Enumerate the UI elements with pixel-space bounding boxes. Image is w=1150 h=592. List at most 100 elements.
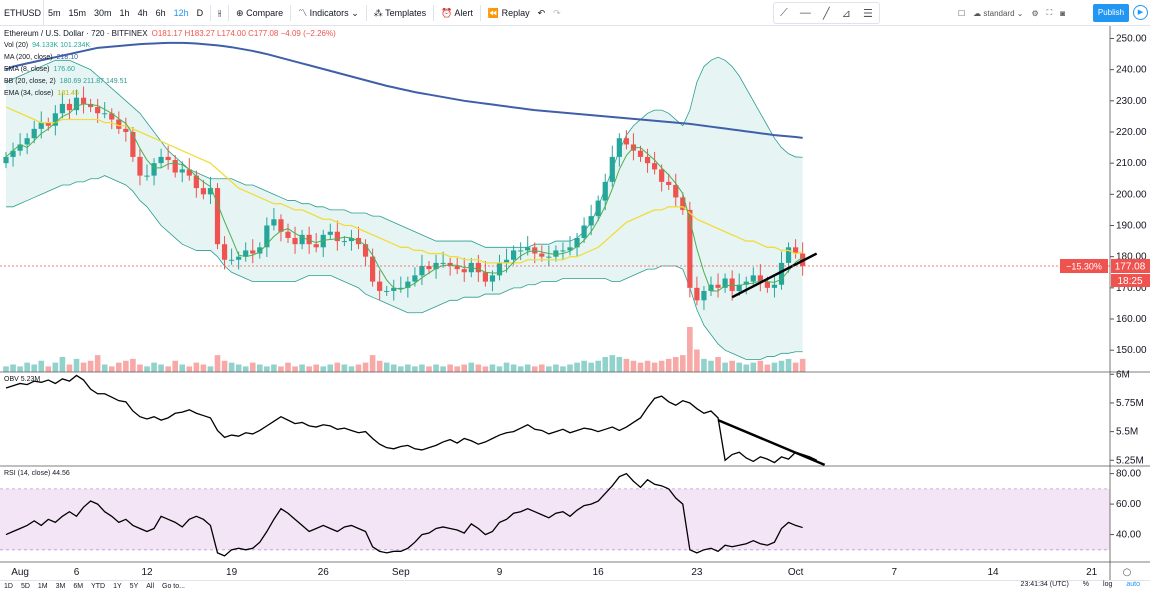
rewind-icon: ⏪	[487, 7, 500, 18]
bottom-right-controls: 23:41:34 (UTC) % log auto	[1017, 581, 1144, 588]
percent-toggle[interactable]: %	[1082, 581, 1090, 588]
range-6m[interactable]: 6M	[73, 583, 84, 590]
volume-bar	[299, 364, 305, 372]
volume-bar	[144, 366, 150, 372]
candle-body	[24, 138, 30, 145]
bar-style-icon[interactable]: ⫲	[218, 7, 222, 18]
compare-button[interactable]: ⊕ Compare	[232, 0, 287, 26]
divider	[433, 4, 435, 21]
volume-bar	[447, 364, 453, 372]
candle	[771, 276, 778, 298]
interval-5m[interactable]: 5m	[48, 7, 61, 18]
trend-line-icon[interactable]: ╱	[822, 7, 830, 20]
auto-toggle[interactable]: auto	[1126, 581, 1140, 588]
candle	[130, 126, 136, 162]
volume-bar	[757, 360, 764, 372]
candle-body	[320, 234, 326, 248]
candle	[10, 142, 16, 167]
range-1m[interactable]: 1M	[37, 583, 48, 590]
fullscreen-icon[interactable]: ⛶	[1046, 8, 1053, 17]
chart-canvas[interactable]: 150.00 160.00 170.00 180.00 190.00 200.00 210.…	[0, 26, 1150, 580]
candle-body	[419, 266, 425, 276]
horizontal-line-icon[interactable]: —	[799, 7, 811, 19]
candle-body	[722, 278, 728, 288]
interval-30m[interactable]: 30m	[94, 7, 112, 18]
interval-12h[interactable]: 12h	[173, 7, 189, 18]
volume-bar	[517, 366, 524, 372]
volume-bar	[722, 362, 728, 372]
chevron-down-icon: ⌄	[351, 7, 359, 18]
volume-bar	[560, 366, 566, 372]
candle	[588, 204, 594, 236]
log-toggle[interactable]: log	[1103, 581, 1113, 588]
trend-angle-icon[interactable]: ⟋	[780, 6, 788, 19]
interval-15m[interactable]: 15m	[68, 7, 87, 18]
candle-body	[750, 275, 756, 282]
vol-label[interactable]: Vol (20)	[4, 42, 29, 49]
checkbox-icon[interactable]: ☐	[958, 8, 966, 18]
volume-bar	[503, 362, 510, 372]
candle	[384, 285, 390, 296]
candle-body	[137, 156, 143, 176]
candle	[123, 117, 129, 142]
volume-bar	[637, 362, 644, 372]
interval-d[interactable]: D	[196, 7, 204, 18]
path-icon[interactable]: ⊿	[841, 7, 851, 20]
play-icon[interactable]: ▶	[1133, 5, 1148, 20]
candle-body	[334, 231, 340, 242]
range-1y[interactable]: 1Y	[113, 583, 122, 590]
candle	[271, 208, 277, 231]
goto-button[interactable]: Go to...	[162, 583, 185, 590]
alert-button[interactable]: ⏰ Alert	[437, 0, 477, 26]
camera-icon[interactable]: ◙	[1060, 8, 1066, 18]
range-1d[interactable]: 1D	[4, 583, 13, 590]
candle	[137, 148, 143, 186]
candle	[151, 158, 157, 186]
candle	[659, 164, 665, 192]
volume-bar	[390, 364, 397, 372]
gear-icon[interactable]: ⚙	[1031, 8, 1039, 18]
replay-button[interactable]: ⏪ Replay	[484, 0, 534, 26]
range-5y[interactable]: 5Y	[129, 583, 139, 590]
rsi-axis-tick-label: 80.00	[1116, 469, 1141, 480]
candle-body	[666, 181, 672, 185]
range-3m[interactable]: 3M	[55, 583, 66, 590]
candle-body	[193, 175, 199, 189]
interval-6h[interactable]: 6h	[155, 7, 166, 18]
redo-icon[interactable]: ↷	[553, 7, 561, 18]
candle-body	[52, 113, 58, 126]
x-axis-label: 23	[691, 567, 703, 578]
ma-label[interactable]: MA (200, close)	[4, 54, 53, 61]
ema34-label[interactable]: EMA (34, close)	[4, 90, 54, 97]
range-all[interactable]: All	[146, 583, 155, 590]
volume-bar	[271, 364, 277, 372]
interval-1h[interactable]: 1h	[119, 7, 130, 18]
x-axis-label: 26	[318, 567, 330, 578]
undo-icon[interactable]: ↶	[537, 7, 546, 18]
volume-bar	[715, 357, 721, 372]
templates-button[interactable]: ⁂ Templates	[370, 0, 430, 26]
candle-body	[511, 250, 517, 260]
range-5d[interactable]: 5D	[20, 583, 30, 590]
legend-title: Ethereum / U.S. Dollar · 720 · BITFINEX	[4, 29, 148, 38]
indicators-button[interactable]: 〽 Indicators ⌄	[294, 0, 363, 26]
fib-icon[interactable]: ☰	[863, 7, 873, 20]
volume-bar	[186, 366, 193, 372]
candle-body	[80, 97, 87, 104]
candle-body	[673, 184, 679, 198]
candle-body	[109, 113, 115, 120]
range-ytd[interactable]: YTD	[91, 583, 106, 590]
candle	[461, 257, 467, 282]
volume-bar	[52, 362, 59, 372]
rsi-label[interactable]: RSI (14, close)	[4, 470, 51, 477]
obv-label[interactable]: OBV	[4, 376, 19, 383]
layout-dropdown[interactable]: ☁ standard ⌄	[973, 8, 1024, 18]
interval-4h[interactable]: 4h	[137, 7, 148, 18]
candle	[419, 254, 425, 286]
bb-label[interactable]: BB (20, close, 2)	[4, 78, 56, 85]
rsi-axis-tick-label: 60.00	[1116, 499, 1141, 510]
symbol-search[interactable]: ETHUSD	[0, 0, 44, 26]
candle	[666, 173, 672, 190]
ema8-label[interactable]: EMA (8, close)	[4, 66, 50, 73]
publish-button[interactable]: Publish	[1093, 4, 1129, 22]
